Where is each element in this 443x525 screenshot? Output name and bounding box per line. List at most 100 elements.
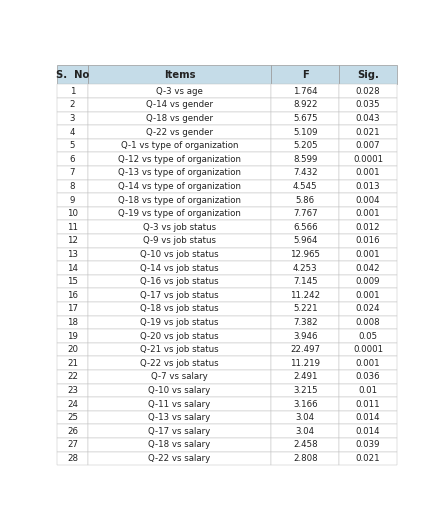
Text: 0.001: 0.001 [356,250,381,259]
Text: Q-10 vs job status: Q-10 vs job status [140,250,219,259]
Bar [271,438,339,452]
Text: 0.007: 0.007 [356,141,381,150]
Text: F: F [302,70,309,80]
Text: Q-14 vs gender: Q-14 vs gender [146,100,213,109]
Bar [88,193,271,207]
Bar [271,397,339,411]
Bar [271,65,339,85]
Bar [339,275,397,288]
Text: S.  No: S. No [56,70,89,80]
Bar [339,207,397,220]
Bar [271,452,339,465]
Bar [88,180,271,193]
Bar [57,180,88,193]
Bar [88,424,271,438]
Text: 9: 9 [70,195,75,205]
Bar [339,125,397,139]
Text: 0.0001: 0.0001 [353,345,383,354]
Bar [339,411,397,424]
Text: 3.04: 3.04 [295,427,315,436]
Bar [271,112,339,125]
Text: Q-19 vs job status: Q-19 vs job status [140,318,219,327]
Text: 4.253: 4.253 [293,264,318,272]
Text: 5.675: 5.675 [293,114,318,123]
Text: 0.024: 0.024 [356,304,381,313]
Text: 5: 5 [70,141,75,150]
Text: 0.0001: 0.0001 [353,155,383,164]
Bar [57,152,88,166]
Bar [57,384,88,397]
Text: Q-13 vs type of organization: Q-13 vs type of organization [118,169,241,177]
Text: Q-13 vs salary: Q-13 vs salary [148,413,210,422]
Bar [271,302,339,316]
Bar [271,220,339,234]
Text: Q-17 vs job status: Q-17 vs job status [140,291,219,300]
Bar [339,139,397,152]
Text: 2: 2 [70,100,75,109]
Text: 7: 7 [70,169,75,177]
Bar [88,316,271,329]
Text: 8: 8 [70,182,75,191]
Bar [339,248,397,261]
Text: 23: 23 [67,386,78,395]
Bar [339,220,397,234]
Bar [57,329,88,343]
Text: 0.016: 0.016 [356,236,381,245]
Text: Q-10 vs salary: Q-10 vs salary [148,386,210,395]
Text: Q-14 vs type of organization: Q-14 vs type of organization [118,182,241,191]
Bar [57,411,88,424]
Text: 5.964: 5.964 [293,236,318,245]
Text: 3: 3 [70,114,75,123]
Text: Q-22 vs job status: Q-22 vs job status [140,359,219,368]
Bar [271,343,339,356]
Text: 3.946: 3.946 [293,331,318,341]
Bar [57,220,88,234]
Bar [88,220,271,234]
Text: 25: 25 [67,413,78,422]
Bar [271,139,339,152]
Text: 3.04: 3.04 [295,413,315,422]
Bar [88,112,271,125]
Text: Q-18 vs gender: Q-18 vs gender [146,114,213,123]
Text: 12: 12 [67,236,78,245]
Bar [88,98,271,112]
Text: 8.599: 8.599 [293,155,317,164]
Text: 5.109: 5.109 [293,128,318,136]
Text: 0.014: 0.014 [356,413,381,422]
Text: 0.001: 0.001 [356,291,381,300]
Text: Q-9 vs job status: Q-9 vs job status [143,236,216,245]
Bar [339,180,397,193]
Bar [339,85,397,98]
Bar [57,248,88,261]
Bar [271,424,339,438]
Text: 20: 20 [67,345,78,354]
Bar [271,384,339,397]
Bar [271,180,339,193]
Bar [271,207,339,220]
Bar [88,234,271,248]
Bar [88,302,271,316]
Text: 21: 21 [67,359,78,368]
Text: 4: 4 [70,128,75,136]
Bar [271,193,339,207]
Text: 0.021: 0.021 [356,454,381,463]
Text: 0.011: 0.011 [356,400,381,408]
Text: 22.497: 22.497 [290,345,320,354]
Bar [271,152,339,166]
Bar [57,316,88,329]
Text: 2.491: 2.491 [293,372,318,381]
Text: Q-16 vs job status: Q-16 vs job status [140,277,219,286]
Text: Q-20 vs job status: Q-20 vs job status [140,331,219,341]
Bar [57,452,88,465]
Text: 17: 17 [67,304,78,313]
Text: Sig.: Sig. [357,70,379,80]
Bar [339,316,397,329]
Text: Q-14 vs job status: Q-14 vs job status [140,264,219,272]
Bar [88,65,271,85]
Bar [271,316,339,329]
Text: Q-22 vs salary: Q-22 vs salary [148,454,210,463]
Text: Q-18 vs salary: Q-18 vs salary [148,440,210,449]
Bar [271,125,339,139]
Text: 3.166: 3.166 [293,400,318,408]
Bar [57,370,88,384]
